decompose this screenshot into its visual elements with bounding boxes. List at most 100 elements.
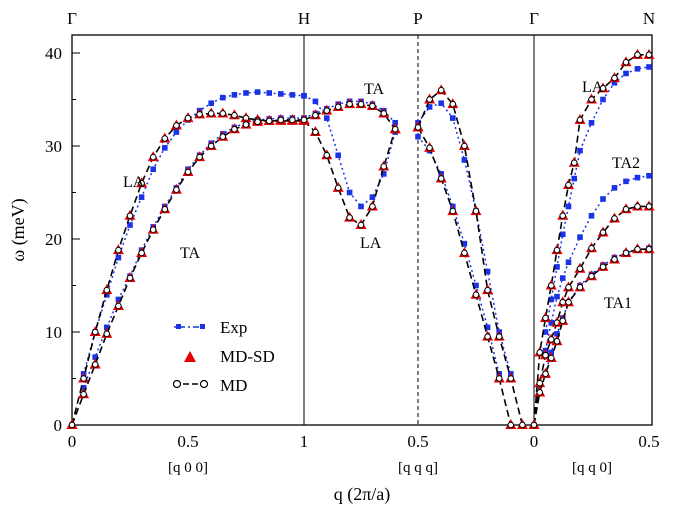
md-point xyxy=(231,125,238,133)
md-point xyxy=(161,205,169,213)
md-point xyxy=(588,272,595,280)
exp-point xyxy=(473,282,479,289)
exp-point xyxy=(542,329,549,335)
direction-label-qq0: [q q 0] xyxy=(572,460,612,476)
md-point xyxy=(242,121,250,128)
md-point xyxy=(437,86,445,94)
md-point xyxy=(542,351,549,359)
exp-point xyxy=(127,222,133,228)
exp-point xyxy=(415,133,421,140)
exp-line xyxy=(544,247,650,375)
md-point xyxy=(634,245,641,253)
md-point xyxy=(369,203,376,210)
md-point xyxy=(588,96,595,103)
md-point xyxy=(495,333,503,340)
exp-point xyxy=(104,292,110,298)
md-point xyxy=(254,118,261,126)
exp-point xyxy=(577,234,583,240)
legend-exp-marker xyxy=(176,324,181,329)
md-point xyxy=(576,116,584,124)
exp-line xyxy=(82,117,304,389)
md-point xyxy=(300,116,308,124)
exp-point xyxy=(571,175,578,182)
exp-point xyxy=(266,90,272,96)
md-point xyxy=(115,246,122,254)
exp-point xyxy=(104,324,110,331)
exp-point xyxy=(335,152,341,159)
exp-point xyxy=(554,331,560,337)
direction-label-qqq: [q q q] xyxy=(398,460,438,476)
md-point xyxy=(196,153,203,161)
exp-point xyxy=(450,115,456,121)
exp-point xyxy=(565,259,572,266)
exp-point xyxy=(289,92,296,98)
exp-point xyxy=(646,172,652,179)
md-point xyxy=(611,256,618,263)
x-tick-label: 1 xyxy=(300,432,309,451)
exp-point xyxy=(381,171,387,177)
symmetry-point-p: P xyxy=(413,9,422,28)
exp-line xyxy=(544,175,650,351)
exp-point xyxy=(634,174,641,181)
md-point xyxy=(207,142,215,150)
md-point xyxy=(103,330,111,338)
md-point xyxy=(380,110,388,117)
y-tick-label: 40 xyxy=(45,44,62,63)
md-point xyxy=(536,379,544,387)
md-point xyxy=(369,102,376,110)
md-point xyxy=(426,96,433,103)
md-point xyxy=(449,207,457,215)
md-point xyxy=(80,391,87,398)
md-point xyxy=(149,153,157,161)
exp-point xyxy=(559,275,566,281)
md-point xyxy=(576,265,584,273)
md-point xyxy=(588,245,595,252)
md-point xyxy=(265,117,273,125)
md-point xyxy=(547,282,555,289)
legend-md-marker xyxy=(199,379,209,389)
legend: Exp MD-SD MD xyxy=(172,318,275,395)
exp-point xyxy=(634,66,641,72)
md-point xyxy=(645,245,653,253)
exp-point xyxy=(254,89,261,95)
exp-point xyxy=(150,166,156,173)
md-point xyxy=(559,212,567,220)
md-point xyxy=(207,110,215,117)
exp-point xyxy=(358,203,364,210)
legend-exp-marker xyxy=(200,324,205,329)
md-point xyxy=(599,85,607,92)
exp-point xyxy=(231,92,238,98)
exp-point xyxy=(208,100,214,107)
exp-point xyxy=(92,354,98,360)
md-point xyxy=(634,203,641,210)
md-point xyxy=(346,214,353,221)
symmetry-point-h: H xyxy=(298,9,310,28)
series-md xyxy=(66,48,655,429)
exp-point xyxy=(548,319,555,326)
md-line xyxy=(533,54,649,426)
md-point xyxy=(576,284,584,291)
exp-point xyxy=(301,92,307,99)
md-point xyxy=(289,116,296,124)
exp-point xyxy=(554,293,560,300)
exp-point xyxy=(162,145,168,151)
md-point xyxy=(461,142,468,150)
md-point xyxy=(231,112,238,119)
md-point xyxy=(312,128,319,136)
branch-label-ta1-qq0: TA1 xyxy=(604,295,632,312)
exp-point xyxy=(392,119,398,126)
md-point xyxy=(91,328,99,336)
x-tick-label: 0 xyxy=(68,432,77,451)
exp-point xyxy=(115,296,122,303)
md-point xyxy=(542,370,549,378)
branch-label-la-qq0: LA xyxy=(582,79,604,96)
md-point xyxy=(184,114,192,122)
exp-point xyxy=(484,268,491,275)
exp-point xyxy=(623,178,629,185)
exp-point xyxy=(611,185,618,191)
md-point xyxy=(161,135,169,142)
exp-line xyxy=(544,66,650,333)
exp-point xyxy=(623,70,629,77)
md-point xyxy=(472,291,480,299)
